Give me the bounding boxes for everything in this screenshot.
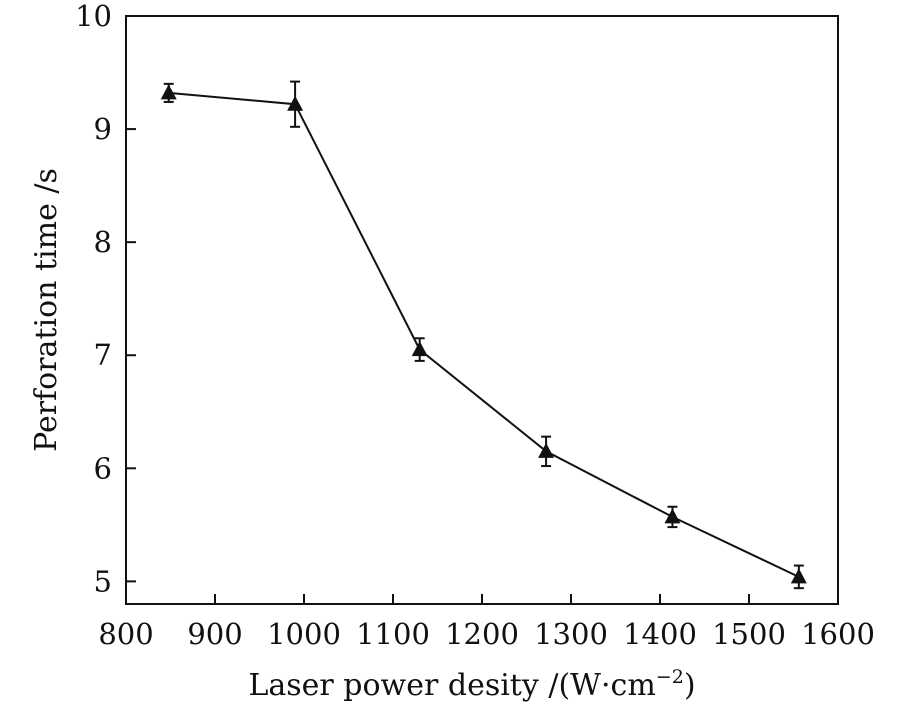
x-tick-label: 1600 [801,617,875,651]
y-tick-label: 8 [94,225,112,259]
data-point-marker [411,341,428,357]
x-axis-title-exponent: −2 [656,666,684,688]
plot-frame [125,15,839,605]
x-tick-label: 1300 [534,617,608,651]
x-tick-label: 1500 [712,617,786,651]
series [160,80,807,590]
y-axis-title: Perforation time /s [29,168,64,452]
y-tick-label: 5 [94,564,112,598]
data-point-marker [287,95,304,111]
x-tick-label: 1400 [623,617,697,651]
data-point-marker [664,508,681,524]
x-axis-title-main: Laser power desity /(W·cm [248,668,655,703]
y-tick-label: 10 [75,0,112,33]
y-tick-label: 9 [94,112,112,146]
x-tick-label: 1100 [356,617,430,651]
x-axis-title-close: ) [684,668,696,703]
series-line [168,91,800,578]
x-axis-title: Laser power desity /(W·cm−2) [248,666,695,703]
x-axis: 800 900 1000 1100 1200 1300 1400 1500 1600 [98,594,875,651]
data-point-marker [790,568,807,584]
x-tick-label: 1000 [267,617,341,651]
y-tick-label: 6 [94,451,112,485]
data-point-marker [538,442,555,458]
data-point-marker [160,84,177,100]
x-tick-label: 800 [98,617,153,651]
y-tick-label: 7 [94,338,112,372]
y-axis: 5 6 7 8 9 10 [75,0,136,598]
x-tick-label: 1200 [445,617,519,651]
x-tick-label: 900 [187,617,242,651]
